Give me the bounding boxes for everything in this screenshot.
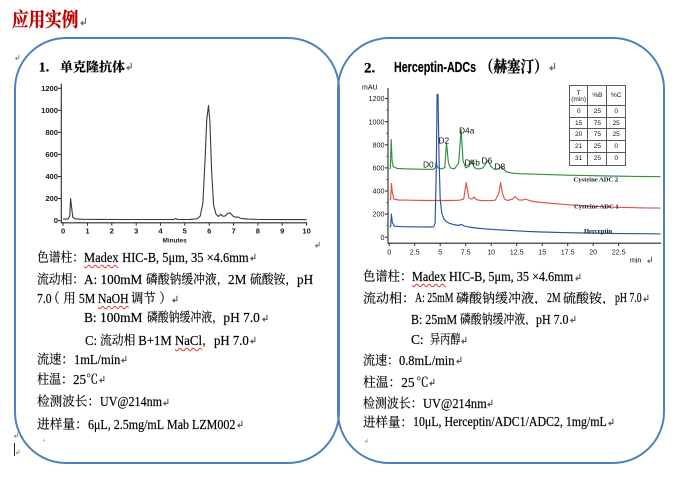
svg-text:Cysteine ADC 2: Cysteine ADC 2 [574, 176, 619, 183]
svg-text:D6: D6 [482, 156, 493, 166]
svg-text:7.5: 7.5 [461, 248, 471, 257]
svg-text:3: 3 [134, 227, 138, 236]
svg-text:15: 15 [538, 248, 546, 257]
svg-text:400: 400 [373, 187, 385, 196]
svg-text:D0: D0 [423, 160, 434, 170]
svg-text:9: 9 [280, 227, 284, 236]
svg-text:4: 4 [158, 227, 163, 236]
svg-text:D8: D8 [495, 162, 506, 172]
svg-text:2.5: 2.5 [410, 248, 420, 257]
svg-text:1200: 1200 [369, 94, 385, 103]
svg-text:D4a: D4a [459, 126, 475, 136]
svg-text:1200: 1200 [41, 84, 58, 93]
svg-text:Cysteine ADC 1: Cysteine ADC 1 [574, 203, 619, 210]
svg-text:1000: 1000 [41, 106, 58, 115]
svg-text:1000: 1000 [369, 117, 385, 126]
svg-text:12.5: 12.5 [510, 248, 524, 257]
svg-text:200: 200 [45, 194, 58, 203]
svg-text:22.5: 22.5 [612, 248, 626, 257]
svg-text:800: 800 [373, 140, 385, 149]
svg-text:400: 400 [45, 172, 58, 181]
svg-text:0: 0 [54, 216, 58, 225]
svg-text:0: 0 [61, 227, 65, 236]
svg-text:Herceptin: Herceptin [584, 228, 612, 235]
svg-text:200: 200 [373, 210, 385, 219]
svg-text:7: 7 [231, 227, 235, 236]
svg-text:10: 10 [487, 248, 495, 257]
svg-text:mAU: mAU [362, 85, 378, 92]
svg-text:min: min [630, 258, 641, 265]
svg-text:D4b: D4b [465, 158, 481, 168]
svg-text:2: 2 [110, 227, 114, 236]
svg-text:800: 800 [45, 128, 58, 137]
svg-text:20: 20 [589, 248, 597, 257]
svg-text:6: 6 [207, 227, 211, 236]
svg-text:600: 600 [45, 150, 58, 159]
svg-text:D2: D2 [439, 136, 450, 146]
svg-text:600: 600 [373, 164, 385, 173]
svg-text:Minutes: Minutes [163, 238, 188, 245]
svg-text:0: 0 [387, 248, 391, 257]
svg-text:1: 1 [85, 227, 90, 236]
svg-text:17.5: 17.5 [561, 248, 575, 257]
svg-text:5: 5 [438, 248, 442, 257]
svg-text:5: 5 [183, 227, 188, 236]
svg-text:0: 0 [381, 233, 385, 242]
svg-text:8: 8 [256, 227, 260, 236]
svg-text:10: 10 [302, 227, 310, 236]
